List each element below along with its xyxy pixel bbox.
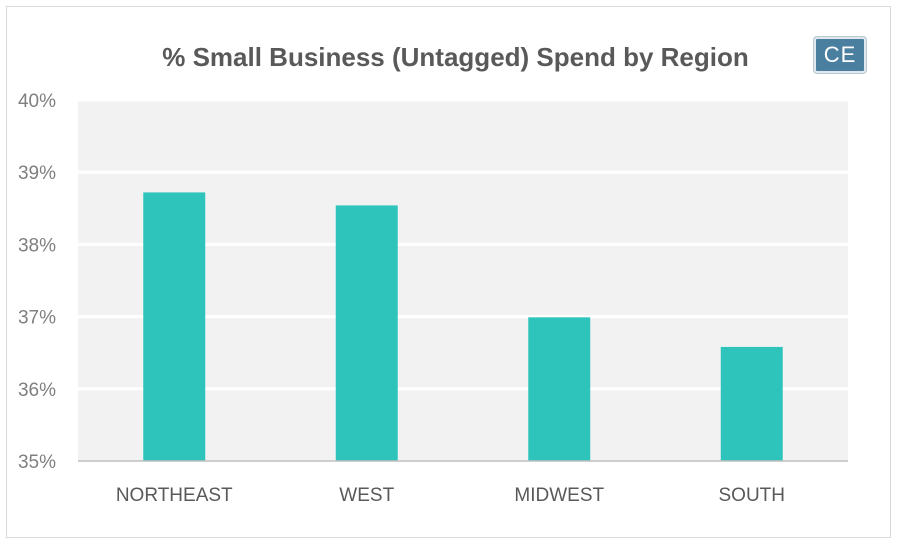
bar-midwest: [528, 317, 591, 461]
bar-west: [335, 205, 398, 461]
x-category-label: SOUTH: [719, 485, 786, 506]
y-tick-label: 39%: [18, 163, 56, 184]
bar-series: [143, 192, 783, 461]
y-tick-label: 35%: [18, 452, 56, 473]
bar-south: [720, 346, 783, 461]
x-category-label: NORTHEAST: [116, 485, 233, 506]
y-tick-label: 40%: [18, 91, 56, 112]
y-tick-label: 36%: [18, 380, 56, 401]
y-tick-label: 37%: [18, 308, 56, 329]
bar-northeast: [143, 192, 206, 461]
y-tick-label: 38%: [18, 235, 56, 256]
brand-logo: CE: [814, 37, 866, 73]
x-category-label: MIDWEST: [514, 485, 604, 506]
plot-area: [78, 100, 848, 461]
x-axis-categories: NORTHEAST WEST MIDWEST SOUTH: [116, 485, 785, 506]
y-axis-ticks: 35% 36% 37% 38% 39% 40%: [18, 91, 56, 473]
x-category-label: WEST: [339, 485, 394, 506]
gridlines: [78, 98, 848, 391]
chart-title: % Small Business (Untagged) Spend by Reg…: [162, 42, 749, 72]
